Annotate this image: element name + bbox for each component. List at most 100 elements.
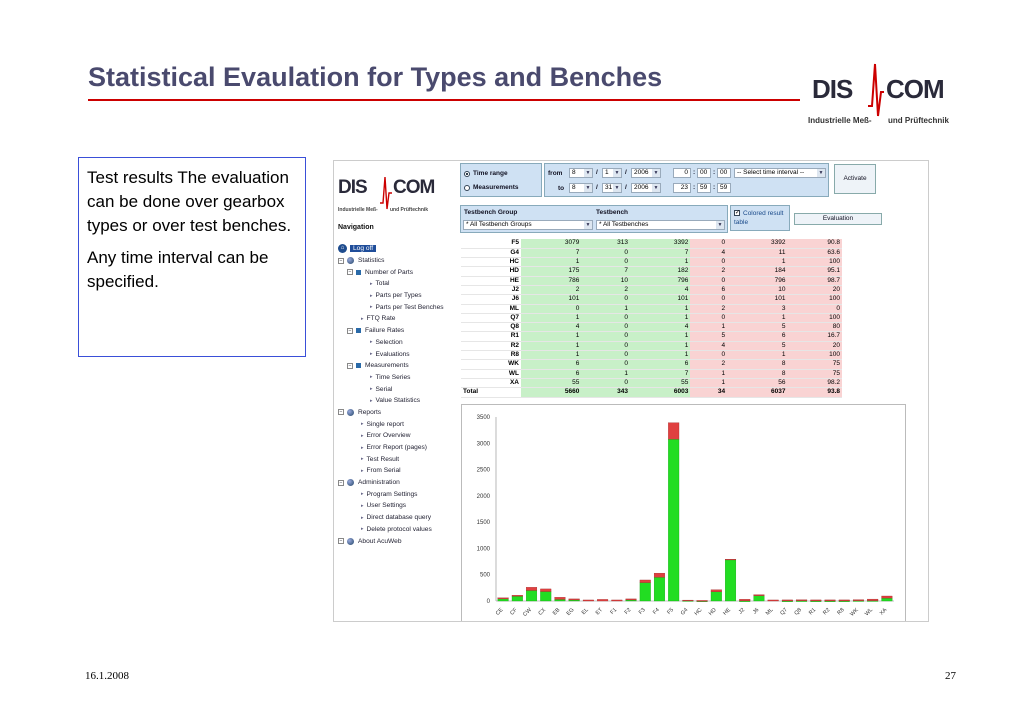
nav-item-serial[interactable]: ▸ Serial bbox=[338, 383, 462, 395]
arrow-right-icon: ▸ bbox=[370, 292, 373, 299]
table-cell: 101 bbox=[521, 294, 582, 305]
nav-item-log-off[interactable]: ⌂ Log off bbox=[338, 243, 462, 255]
nav-item-number-of-parts[interactable]: − Number of Parts bbox=[338, 266, 462, 278]
bar-f3-s1 bbox=[639, 579, 651, 583]
to-month-select[interactable]: 8 ▼ bbox=[569, 183, 593, 193]
bar-hd-s0 bbox=[710, 591, 722, 602]
table-cell: 1 bbox=[581, 304, 630, 314]
from-minute-input[interactable]: 00 bbox=[697, 168, 711, 178]
x-tick-label: ET bbox=[595, 607, 605, 617]
x-tick-label: CW bbox=[522, 607, 533, 618]
y-tick-label: 1500 bbox=[477, 520, 491, 526]
testbench-group-select[interactable]: * All Testbench Groups ▼ bbox=[463, 220, 593, 230]
arrow-right-icon: ▸ bbox=[361, 526, 364, 533]
nav-item-parts-per-test-benches[interactable]: ▸ Parts per Test Benches bbox=[338, 301, 462, 313]
bar-f4-s0 bbox=[653, 577, 665, 602]
activate-button[interactable]: Activate bbox=[834, 164, 876, 194]
table-cell: 7 bbox=[521, 248, 582, 259]
to-day-select[interactable]: 31 ▼ bbox=[602, 183, 622, 193]
table-cell: WK bbox=[461, 359, 521, 370]
x-tick-label: HE bbox=[722, 607, 732, 617]
table-cell: HE bbox=[461, 276, 521, 287]
testbench-group-value: * All Testbench Groups bbox=[466, 221, 532, 228]
collapse-icon[interactable]: − bbox=[347, 362, 353, 369]
bar-ml-s1 bbox=[767, 599, 779, 602]
table-cell: 0 bbox=[581, 294, 630, 305]
arrow-right-icon: ▸ bbox=[361, 315, 364, 322]
from-month-select[interactable]: 8 ▼ bbox=[569, 168, 593, 178]
table-cell: 175 bbox=[521, 266, 582, 277]
nav-item-failure-rates[interactable]: − Failure Rates bbox=[338, 325, 462, 337]
nav-item-evaluations[interactable]: ▸ Evaluations bbox=[338, 348, 462, 360]
nav-item-total[interactable]: ▸ Total bbox=[338, 278, 462, 290]
time-colon: : bbox=[693, 184, 696, 191]
nav-item-test-result[interactable]: ▸ Test Result bbox=[338, 453, 462, 465]
to-year-value: 2006 bbox=[634, 184, 649, 191]
radio-measurements[interactable]: Measurements bbox=[464, 184, 519, 191]
nav-item-error-report-pages[interactable]: ▸ Error Report (pages) bbox=[338, 442, 462, 454]
nav-item-measurements[interactable]: − Measurements bbox=[338, 360, 462, 372]
nav-item-direct-database-query[interactable]: ▸ Direct database query bbox=[338, 512, 462, 524]
table-cell: 10 bbox=[727, 285, 788, 296]
table-cell: 56 bbox=[727, 378, 788, 389]
app-screenshot: DIS COM Industrielle Meß- und Prüftechni… bbox=[333, 160, 929, 622]
from-second-input[interactable]: 00 bbox=[717, 168, 731, 178]
bar-r1-s1 bbox=[810, 599, 822, 602]
time-interval-select[interactable]: -- Select time interval -- ▼ bbox=[734, 168, 826, 178]
nav-item-time-series[interactable]: ▸ Time Series bbox=[338, 372, 462, 384]
folder-icon bbox=[356, 363, 361, 369]
to-second-input[interactable]: 59 bbox=[717, 183, 731, 193]
table-row: G4 7 0 7 4 11 63.6 bbox=[461, 248, 842, 259]
table-row: HE 786 10 796 0 796 98.7 bbox=[461, 276, 842, 287]
nav-item-value-statistics[interactable]: ▸ Value Statistics bbox=[338, 395, 462, 407]
table-cell: 1 bbox=[690, 369, 728, 379]
nav-item-user-settings[interactable]: ▸ User Settings bbox=[338, 500, 462, 512]
from-hour-input[interactable]: 0 bbox=[673, 168, 691, 178]
nav-item-delete-protocol-values[interactable]: ▸ Delete protocol values bbox=[338, 524, 462, 536]
y-tick-label: 3000 bbox=[477, 441, 491, 447]
nav-item-from-serial[interactable]: ▸ From Serial bbox=[338, 465, 462, 477]
from-day-select[interactable]: 1 ▼ bbox=[602, 168, 622, 178]
logo-part2: COM bbox=[886, 74, 945, 104]
collapse-icon[interactable]: − bbox=[338, 479, 344, 486]
nav-item-administration[interactable]: − Administration bbox=[338, 477, 462, 489]
nav-item-reports[interactable]: − Reports bbox=[338, 407, 462, 419]
nav-item-ftq-rate[interactable]: ▸ FTQ Rate bbox=[338, 313, 462, 325]
discom-logo: DIS COM Industrielle Meß- und Prüftechni… bbox=[808, 62, 958, 128]
table-cell: 2 bbox=[581, 285, 630, 296]
navigation-title: Navigation bbox=[338, 224, 374, 231]
bar-wk-s1 bbox=[852, 599, 864, 601]
nav-item-single-report[interactable]: ▸ Single report bbox=[338, 418, 462, 430]
bar-et-s1 bbox=[597, 599, 609, 602]
nav-item-selection[interactable]: ▸ Selection bbox=[338, 337, 462, 349]
testbench-select[interactable]: * All Testbenches ▼ bbox=[596, 220, 725, 230]
bar-cf-s0 bbox=[511, 596, 523, 602]
arrow-right-icon: ▸ bbox=[370, 374, 373, 381]
collapse-icon[interactable]: − bbox=[338, 409, 344, 416]
nav-item-error-overview[interactable]: ▸ Error Overview bbox=[338, 430, 462, 442]
nav-item-statistics[interactable]: − Statistics bbox=[338, 255, 462, 267]
table-cell: 5 bbox=[690, 331, 728, 342]
radio-time-range[interactable]: Time range bbox=[464, 170, 508, 177]
table-cell: 6003 bbox=[629, 387, 691, 398]
to-year-select[interactable]: 2006 ▼ bbox=[631, 183, 661, 193]
collapse-icon[interactable]: − bbox=[347, 269, 353, 276]
table-cell: 0 bbox=[581, 350, 630, 361]
checkbox-checked-icon[interactable]: ✓ bbox=[734, 210, 741, 216]
evaluation-button[interactable]: Evaluation bbox=[794, 213, 882, 225]
nav-item-label: Selection bbox=[375, 338, 403, 346]
collapse-icon[interactable]: − bbox=[338, 538, 344, 545]
app-sidebar: DIS COM Industrielle Meß- und Prüftechni… bbox=[334, 161, 457, 621]
table-cell: 98.2 bbox=[787, 378, 842, 389]
chevron-down-icon: ▼ bbox=[716, 221, 724, 229]
collapse-icon[interactable]: − bbox=[338, 257, 344, 264]
collapse-icon[interactable]: − bbox=[347, 327, 353, 334]
from-year-select[interactable]: 2006 ▼ bbox=[631, 168, 661, 178]
nav-item-program-settings[interactable]: ▸ Program Settings bbox=[338, 488, 462, 500]
to-hour-input[interactable]: 23 bbox=[673, 183, 691, 193]
from-day-value: 1 bbox=[605, 169, 609, 176]
nav-item-parts-per-types[interactable]: ▸ Parts per Types bbox=[338, 290, 462, 302]
to-minute-input[interactable]: 59 bbox=[697, 183, 711, 193]
nav-item-about-acuweb[interactable]: − About AcuWeb bbox=[338, 535, 462, 547]
arrow-right-icon: ▸ bbox=[370, 280, 373, 287]
